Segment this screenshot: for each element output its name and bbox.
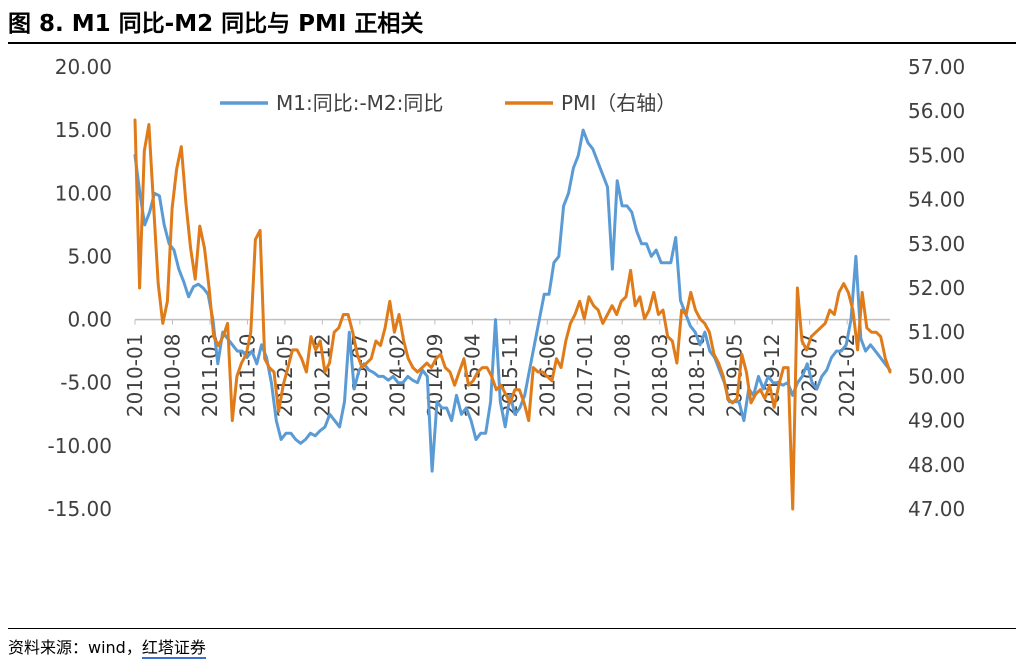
y-right-tick-label: 57.00	[908, 55, 965, 79]
y-right-tick-label: 55.00	[908, 143, 965, 167]
footer-divider	[8, 628, 1016, 629]
y-left-tick-label: 15.00	[55, 118, 112, 142]
y-left-tick-label: 5.00	[67, 244, 112, 268]
y-left-tick-label: 10.00	[55, 181, 112, 205]
y-right-tick-label: 54.00	[908, 188, 965, 212]
source-link[interactable]: 红塔证券	[141, 638, 206, 659]
x-tick-label: 2017-08	[610, 334, 634, 418]
page-title: 图 8. M1 同比-M2 同比与 PMI 正相关	[8, 11, 424, 37]
y-right-tick-label: 51.00	[908, 320, 965, 344]
y-right-tick-label: 53.00	[908, 232, 965, 256]
source-prefix: 资料来源：wind，	[8, 638, 142, 657]
y-right-tick-label: 48.00	[908, 453, 965, 477]
x-tick-label: 2021-02	[835, 334, 859, 418]
y-right-tick-label: 47.00	[908, 497, 965, 521]
x-tick-label: 2011-03	[198, 334, 222, 418]
x-tick-label: 2019-05	[723, 334, 747, 418]
series-line-pmi	[133, 118, 892, 511]
x-tick-label: 2017-01	[573, 334, 597, 418]
legend-label: M1:同比:-M2:同比	[276, 91, 443, 115]
legend-item-m1-m2: M1:同比:-M2:同比	[220, 91, 443, 115]
y-left-tick-label: -5.00	[60, 371, 112, 395]
y-right-tick-label: 49.00	[908, 409, 965, 433]
x-tick-label: 2010-08	[160, 334, 184, 418]
title-underline	[8, 42, 1016, 44]
y-left-tick-label: -10.00	[48, 434, 112, 458]
y-right-tick-label: 52.00	[908, 276, 965, 300]
y-right-tick-label: 50.00	[908, 364, 965, 388]
series-layer	[133, 118, 892, 511]
x-tick-label: 2018-10	[685, 334, 709, 418]
legend-label: PMI（右轴）	[561, 91, 676, 115]
y-right-tick-label: 56.00	[908, 99, 965, 123]
source-note: 资料来源：wind，红塔证券	[8, 634, 206, 659]
y-left-tick-label: 0.00	[67, 308, 112, 332]
legend-item-pmi: PMI（右轴）	[505, 91, 676, 115]
x-tick-label: 2018-03	[648, 334, 672, 418]
legend: M1:同比:-M2:同比 PMI（右轴）	[220, 91, 676, 115]
x-tick-label: 2010-01	[123, 334, 147, 418]
y-left-tick-label: -15.00	[48, 497, 112, 521]
x-tick-label: 2015-04	[460, 334, 484, 418]
y-left-tick-label: 20.00	[55, 55, 112, 79]
series-line-m1-m2	[133, 128, 892, 473]
